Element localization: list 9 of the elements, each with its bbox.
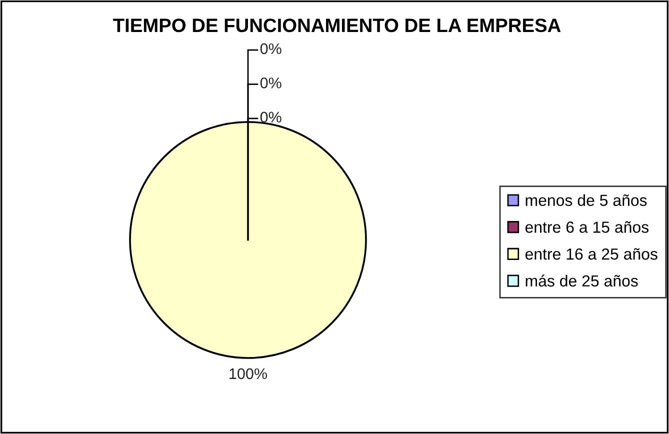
legend-label: entre 6 a 15 años — [525, 221, 649, 233]
legend-label: menos de 5 años — [526, 194, 647, 206]
text: 0% — [260, 78, 282, 88]
text: 0% — [260, 112, 282, 123]
chart-title: TIEMPO DE FUNCIONAMIENTO DE LA EMPRESA — [113, 18, 561, 32]
legend-label: más de 25 años — [526, 274, 638, 287]
data-label: 100% — [230, 368, 267, 380]
text: 0% — [260, 43, 282, 54]
legend-label: entre 16 a 25 años — [525, 248, 658, 260]
